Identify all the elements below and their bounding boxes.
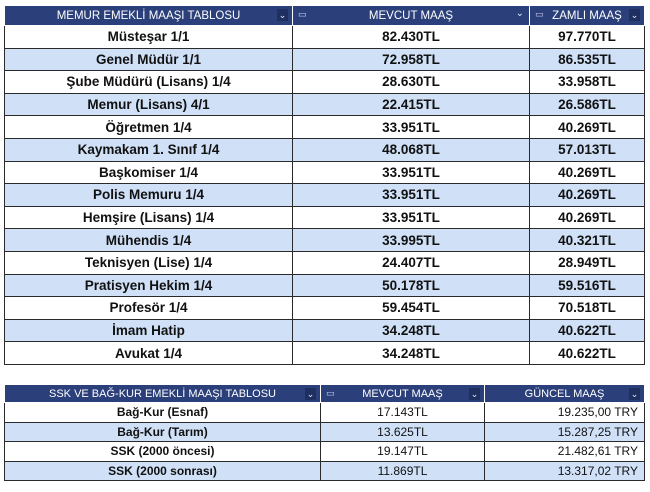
row-label: İmam Hatip (4, 318, 293, 343)
column-header-title[interactable]: SSK VE BAĞ-KUR EMEKLİ MAAŞI TABLOSU ⌄ (4, 384, 321, 403)
new-value: 33.958TL (529, 70, 645, 94)
new-value: 19.235,00 TRY (484, 402, 645, 423)
memur-header-row: MEMUR EMEKLİ MAAŞI TABLOSU ⌄ ▭ MEVCUT MA… (4, 5, 645, 26)
column-header-current[interactable]: ▭ MEVCUT MAAŞ ⌄ (320, 384, 485, 403)
sort-icon[interactable]: ▭ (298, 9, 307, 19)
new-value: 57.013TL (529, 137, 645, 162)
current-value: 22.415TL (292, 92, 530, 117)
table-row: Öğretmen 1/4 33.951TL 40.269TL (4, 115, 645, 139)
table-row: Hemşire (Lisans) 1/4 33.951TL 40.269TL (4, 205, 645, 230)
row-label: Bağ-Kur (Tarım) (4, 421, 321, 442)
column-header-updated[interactable]: GÜNCEL MAAŞ ⌄ (484, 384, 645, 403)
current-value: 48.068TL (292, 137, 530, 162)
current-value: 24.407TL (292, 250, 530, 275)
memur-pension-table: MEMUR EMEKLİ MAAŞI TABLOSU ⌄ ▭ MEVCUT MA… (4, 5, 645, 365)
row-label: Teknisyen (Lise) 1/4 (4, 250, 293, 275)
table-row: SSK (2000 sonrası) 11.869TL 13.317,02 TRY (4, 460, 645, 481)
row-label: Genel Müdür 1/1 (4, 47, 293, 72)
row-label: Müsteşar 1/1 (4, 25, 293, 49)
ssk-bagkur-pension-table: SSK VE BAĞ-KUR EMEKLİ MAAŞI TABLOSU ⌄ ▭ … (4, 384, 645, 481)
current-value: 50.178TL (292, 273, 530, 298)
new-value: 40.321TL (529, 228, 645, 252)
row-label: Pratisyen Hekim 1/4 (4, 273, 293, 298)
sort-icon[interactable]: ▭ (326, 388, 335, 398)
row-label: Profesör 1/4 (4, 296, 293, 320)
new-value: 13.317,02 TRY (484, 460, 645, 481)
row-label: Başkomiser 1/4 (4, 160, 293, 185)
table-row: Avukat 1/4 34.248TL 40.622TL (4, 341, 645, 365)
table-row: Mühendis 1/4 33.995TL 40.321TL (4, 228, 645, 252)
row-label: Memur (Lisans) 4/1 (4, 92, 293, 117)
new-value: 40.622TL (529, 341, 645, 365)
column-header-current[interactable]: ▭ MEVCUT MAAŞ ⌄ (292, 5, 530, 26)
chevron-down-icon[interactable]: ⌄ (629, 388, 640, 400)
current-value: 82.430TL (292, 25, 530, 49)
new-value: 40.622TL (529, 318, 645, 343)
table-row: Memur (Lisans) 4/1 22.415TL 26.586TL (4, 92, 645, 117)
current-value: 13.625TL (320, 421, 485, 442)
current-value: 19.147TL (320, 441, 485, 462)
chevron-down-icon[interactable]: ⌄ (305, 388, 316, 400)
new-value: 21.482,61 TRY (484, 441, 645, 462)
row-label: Kaymakam 1. Sınıf 1/4 (4, 137, 293, 162)
current-value: 33.995TL (292, 228, 530, 252)
table-row: Pratisyen Hekim 1/4 50.178TL 59.516TL (4, 273, 645, 298)
chevron-down-icon[interactable]: ⌄ (515, 8, 524, 19)
current-value: 33.951TL (292, 160, 530, 185)
row-label: Polis Memuru 1/4 (4, 183, 293, 207)
table-row: Başkomiser 1/4 33.951TL 40.269TL (4, 160, 645, 185)
new-value: 15.287,25 TRY (484, 421, 645, 442)
current-value: 17.143TL (320, 402, 485, 423)
column-header-raised[interactable]: ▭ ZAMLI MAAŞ ⌄ (529, 5, 645, 26)
new-value: 59.516TL (529, 273, 645, 298)
current-value: 33.951TL (292, 183, 530, 207)
table-row: Bağ-Kur (Esnaf) 17.143TL 19.235,00 TRY (4, 402, 645, 423)
row-label: Şube Müdürü (Lisans) 1/4 (4, 70, 293, 94)
table-row: Müsteşar 1/1 82.430TL 97.770TL (4, 25, 645, 49)
new-value: 40.269TL (529, 115, 645, 139)
row-label: SSK (2000 öncesi) (4, 441, 321, 462)
new-value: 40.269TL (529, 160, 645, 185)
row-label: Bağ-Kur (Esnaf) (4, 402, 321, 423)
current-value: 59.454TL (292, 296, 530, 320)
chevron-down-icon[interactable]: ⌄ (629, 9, 640, 21)
table-row: Bağ-Kur (Tarım) 13.625TL 15.287,25 TRY (4, 421, 645, 442)
table-row: Polis Memuru 1/4 33.951TL 40.269TL (4, 183, 645, 207)
table-row: İmam Hatip 34.248TL 40.622TL (4, 318, 645, 343)
column-header-title[interactable]: MEMUR EMEKLİ MAAŞI TABLOSU ⌄ (4, 5, 293, 26)
current-value: 34.248TL (292, 318, 530, 343)
current-value: 11.869TL (320, 460, 485, 481)
table-row: SSK (2000 öncesi) 19.147TL 21.482,61 TRY (4, 441, 645, 462)
row-label: Mühendis 1/4 (4, 228, 293, 252)
new-value: 26.586TL (529, 92, 645, 117)
new-value: 86.535TL (529, 47, 645, 72)
current-value: 34.248TL (292, 341, 530, 365)
new-value: 97.770TL (529, 25, 645, 49)
table-row: Şube Müdürü (Lisans) 1/4 28.630TL 33.958TL (4, 70, 645, 94)
current-value: 28.630TL (292, 70, 530, 94)
new-value: 28.949TL (529, 250, 645, 275)
table-row: Genel Müdür 1/1 72.958TL 86.535TL (4, 47, 645, 72)
new-value: 70.518TL (529, 296, 645, 320)
current-value: 33.951TL (292, 205, 530, 230)
new-value: 40.269TL (529, 183, 645, 207)
current-value: 33.951TL (292, 115, 530, 139)
row-label: Hemşire (Lisans) 1/4 (4, 205, 293, 230)
row-label: Öğretmen 1/4 (4, 115, 293, 139)
table-row: Profesör 1/4 59.454TL 70.518TL (4, 296, 645, 320)
row-label: SSK (2000 sonrası) (4, 460, 321, 481)
table-row: Kaymakam 1. Sınıf 1/4 48.068TL 57.013TL (4, 137, 645, 162)
chevron-down-icon[interactable]: ⌄ (469, 388, 480, 400)
table-row: Teknisyen (Lise) 1/4 24.407TL 28.949TL (4, 250, 645, 275)
row-label: Avukat 1/4 (4, 341, 293, 365)
ssk-header-row: SSK VE BAĞ-KUR EMEKLİ MAAŞI TABLOSU ⌄ ▭ … (4, 384, 645, 403)
sort-icon[interactable]: ▭ (535, 9, 544, 19)
chevron-down-icon[interactable]: ⌄ (277, 9, 288, 21)
new-value: 40.269TL (529, 205, 645, 230)
current-value: 72.958TL (292, 47, 530, 72)
